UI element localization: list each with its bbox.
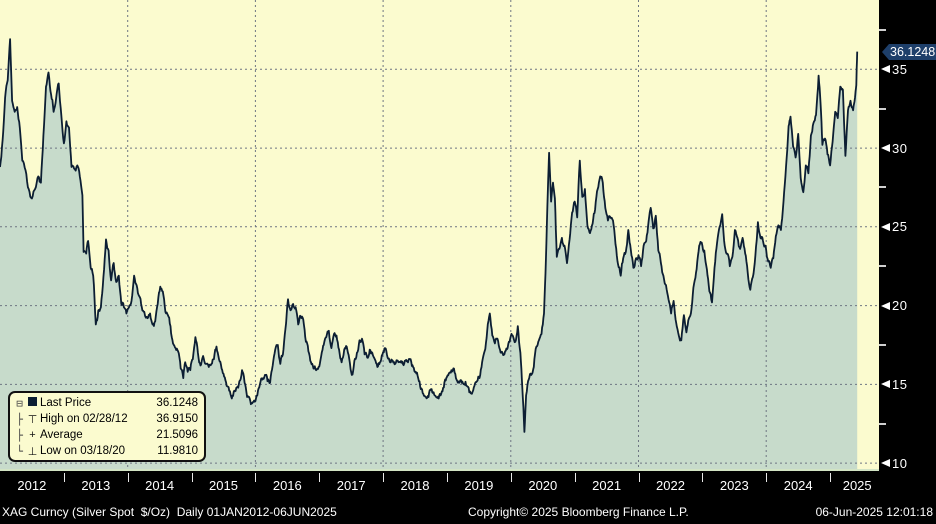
year-divider-tick [766,473,768,482]
legend-row-high: ├ ⊤ High on 02/28/12 36.9150 [14,411,198,427]
tree-branch-icon: ├ [16,428,23,442]
y-axis-tick: 10 [879,455,907,471]
year-label: 2013 [81,478,111,493]
copyright-text: Copyright© 2025 Bloomberg Finance L.P. [468,505,689,519]
year-divider-tick [383,473,385,482]
legend-value: 36.1248 [156,397,198,409]
legend-label: Low on 03/18/20 [40,445,126,457]
year-divider-tick [255,473,257,482]
year-label: 2012 [17,478,47,493]
y-axis-minor-tick [879,186,886,189]
legend-label: High on 02/28/12 [40,413,128,425]
y-axis-tick: 30 [879,140,907,156]
y-axis-minor-tick [879,265,886,268]
legend-label: Last Price [40,397,92,409]
year-divider-tick [127,473,129,482]
year-label: 2022 [656,478,685,493]
year-divider-tick [702,473,704,482]
tick-arrow-icon [881,65,890,74]
year-divider-tick [319,473,321,482]
legend-box[interactable]: ⊟ Last Price 36.1248 ├ ⊤ High on 02/28/1… [8,391,206,462]
last-price-swatch-icon [25,397,40,409]
year-divider-tick [447,473,448,482]
last-price-tag: 36.1248 [882,43,936,60]
year-label: 2017 [336,478,366,493]
year-divider-tick [638,473,640,482]
year-divider-tick [830,473,832,482]
average-marker-icon: + [29,429,36,441]
tick-arrow-icon [881,459,890,468]
y-axis-tick: 25 [879,219,907,235]
y-axis-tick: 20 [879,298,907,314]
year-divider-tick [574,473,576,482]
year-label: 2023 [719,478,749,493]
year-label: 2015 [209,478,238,493]
price-chart [0,0,879,471]
year-axis[interactable]: 2012 2013 2014 2015 2016 2017 2018 2019 2020 2021… [0,471,879,500]
legend-label: Average [40,429,83,441]
y-axis-minor-tick [879,107,886,110]
y-axis-tick: 35 [879,61,907,77]
year-label: 2021 [592,478,622,493]
year-divider-tick [63,473,65,482]
legend-value: 21.5096 [156,429,198,441]
tick-arrow-icon [881,144,890,153]
low-marker-icon: ⊥ [27,445,38,458]
tick-arrow-icon [881,301,890,310]
y-axis-tick: 15 [879,376,907,392]
price-axis[interactable]: 36.1248 10 15 20 25 30 35 [879,0,936,471]
tick-arrow-icon [881,222,890,231]
year-divider-tick [191,473,193,482]
y-axis-minor-tick [879,422,886,425]
legend-row-average: ├ + Average 21.5096 [14,427,198,443]
year-label: 2019 [464,478,494,493]
high-marker-icon: ⊤ [27,413,38,426]
year-label: 2025 [842,478,872,493]
year-label: 2020 [528,478,558,493]
tree-end-icon: └ [16,444,23,458]
timestamp: 06-Jun-2025 12:01:18 [815,505,933,519]
tag-notch-icon [882,43,889,60]
legend-value: 11.9810 [157,445,198,457]
legend-row-low: └ ⊥ Low on 03/18/20 11.9810 [14,443,198,459]
plot-baseline [0,469,879,471]
legend-collapse-icon[interactable]: ⊟ [16,396,23,410]
year-label: 2018 [400,478,430,493]
status-bar: XAG Curncy (Silver Spot $/Oz) Daily 01JA… [0,500,936,524]
year-divider-tick [510,473,512,482]
year-label: 2016 [272,478,302,493]
year-label: 2024 [783,478,813,493]
last-price-value: 36.1248 [889,43,936,60]
legend-row-last-price: ⊟ Last Price 36.1248 [14,395,198,411]
y-axis-minor-tick [879,28,886,31]
tick-arrow-icon [881,380,890,389]
y-axis-minor-tick [879,343,886,346]
year-label: 2014 [145,478,175,493]
tree-branch-icon: ├ [16,412,23,426]
security-description: XAG Curncy (Silver Spot $/Oz) Daily 01JA… [2,505,337,519]
legend-value: 36.9150 [156,413,198,425]
